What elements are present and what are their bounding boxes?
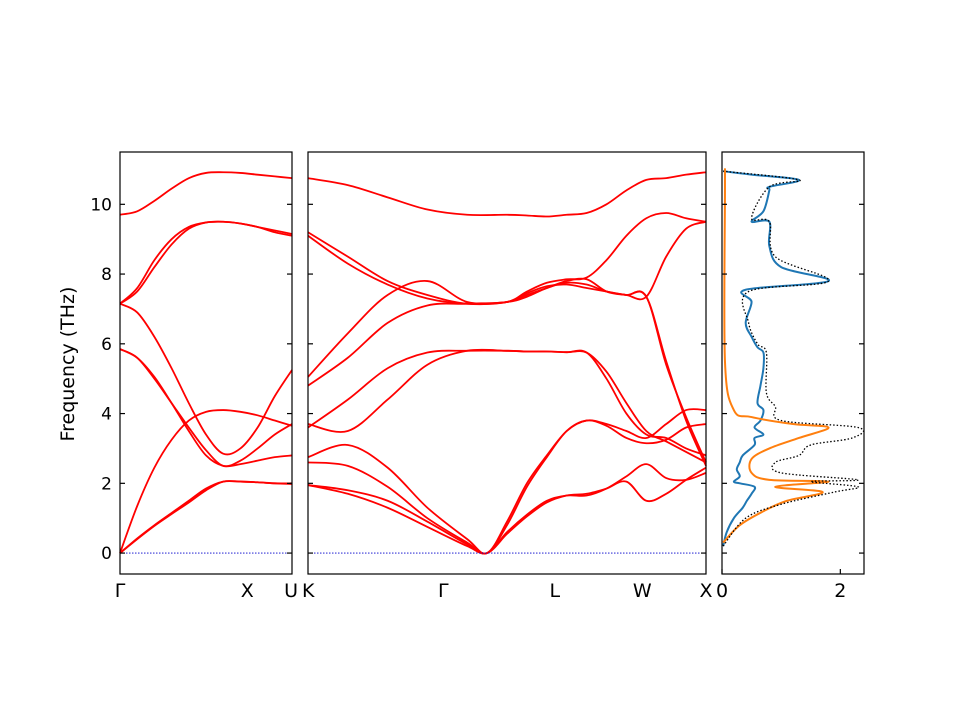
phonon-band-5 <box>308 350 706 456</box>
y-axis-label: Frequency (THz) <box>57 287 79 442</box>
k-point-label: Γ <box>115 580 126 602</box>
x-tick-label: 0 <box>716 580 728 602</box>
phonon-band-1 <box>120 222 292 304</box>
phonon-band-8 <box>120 481 292 553</box>
y-tick-label: 4 <box>101 405 112 425</box>
y-tick-label: 8 <box>101 265 112 285</box>
phonon-band-2 <box>308 222 706 304</box>
axes-frame <box>722 152 864 574</box>
dos-curve-1 <box>723 169 828 543</box>
phonon-band-6 <box>308 351 706 463</box>
phonon-band-0 <box>308 172 706 216</box>
k-point-label: W <box>633 580 652 602</box>
k-point-label: X <box>699 580 712 602</box>
phonon-band-2 <box>120 222 292 304</box>
k-point-label: X <box>241 580 254 602</box>
phonon-band-10 <box>308 468 706 554</box>
phonon-band-7 <box>120 481 292 553</box>
k-point-label: L <box>549 580 560 602</box>
x-tick-label: 2 <box>834 580 846 602</box>
phonon-band-9 <box>308 464 706 553</box>
y-tick-label: 6 <box>101 335 112 355</box>
y-tick-label: 2 <box>101 474 112 494</box>
k-point-label: K <box>302 580 315 602</box>
phonon-band-5 <box>120 349 292 466</box>
band-panel-gamma-x-u: 0 2 4 6 8 10 Γ X U <box>90 152 298 602</box>
k-point-label: U <box>284 580 298 602</box>
axes-frame <box>120 152 292 574</box>
y-tick-label: 0 <box>101 544 112 564</box>
phonon-band-3 <box>120 304 292 455</box>
phonon-band-1 <box>308 213 706 304</box>
k-point-label: Γ <box>438 580 449 602</box>
phonon-band-0 <box>120 172 292 215</box>
y-tick-label: 10 <box>90 195 112 215</box>
